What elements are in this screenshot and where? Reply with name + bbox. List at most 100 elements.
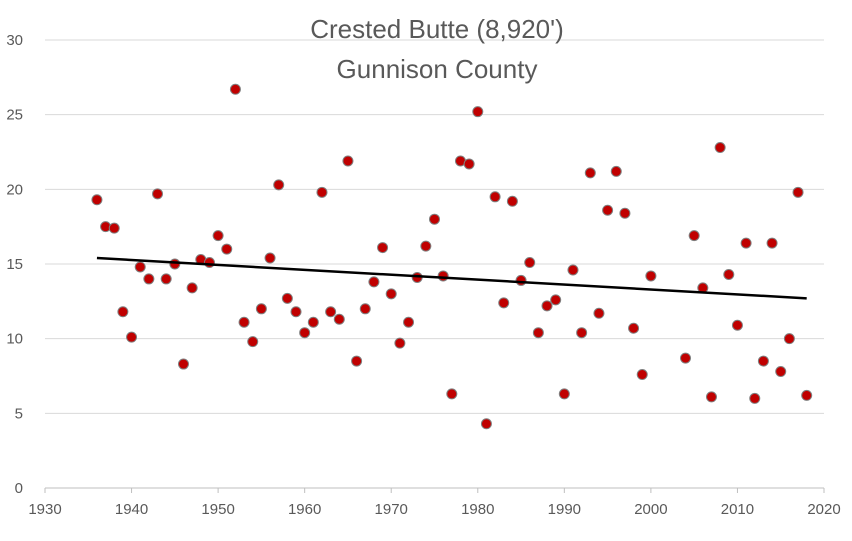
data-point (160, 273, 172, 285)
y-tick-label: 5 (15, 405, 23, 422)
x-tick-label: 1990 (548, 501, 581, 518)
data-point (714, 142, 726, 154)
chart-subtitle: Gunnison County (337, 54, 538, 84)
data-point (705, 391, 717, 403)
data-point (680, 352, 692, 364)
data-point (645, 270, 657, 282)
data-point (532, 327, 544, 339)
data-point (524, 257, 536, 269)
data-point (238, 316, 250, 328)
data-point (333, 313, 345, 325)
data-point (463, 158, 475, 170)
data-point (429, 213, 440, 225)
data-point (229, 83, 241, 95)
data-point (342, 155, 354, 167)
data-point (515, 274, 527, 286)
data-point (351, 355, 363, 367)
data-point (610, 165, 622, 177)
x-tick-label: 1970 (375, 501, 408, 518)
y-axis-ticks: 0 5 10 15 20 25 30 (6, 32, 23, 497)
x-tick-label: 2010 (721, 501, 754, 518)
data-point (359, 303, 371, 315)
data-point (541, 300, 553, 312)
data-point (498, 297, 510, 309)
data-point (377, 242, 389, 254)
data-point (757, 355, 769, 367)
data-point (325, 306, 337, 318)
data-point (446, 388, 458, 400)
x-tick-label: 1930 (28, 501, 61, 518)
data-point (143, 273, 155, 285)
data-point (177, 358, 189, 370)
data-point (169, 258, 181, 270)
y-tick-label: 0 (15, 480, 23, 497)
data-point (264, 252, 276, 264)
data-point (152, 188, 164, 200)
data-point (385, 288, 397, 300)
data-point (186, 282, 198, 294)
y-tick-label: 30 (6, 32, 23, 49)
y-tick-label: 20 (6, 181, 23, 198)
data-point (775, 366, 787, 378)
data-point (108, 222, 120, 234)
data-point (550, 294, 562, 306)
data-point (567, 264, 579, 276)
data-point (558, 388, 570, 400)
data-point (593, 307, 605, 319)
data-point (316, 186, 328, 198)
data-point (281, 292, 293, 304)
x-tick-label: 2000 (634, 501, 667, 518)
data-point (307, 316, 319, 328)
data-point (368, 276, 380, 288)
data-point (203, 257, 215, 269)
data-point (749, 392, 761, 404)
data-point (437, 270, 449, 282)
data-point (126, 331, 138, 343)
data-point (792, 186, 804, 198)
data-point (783, 333, 795, 345)
data-point (273, 179, 285, 191)
data-point (403, 316, 415, 328)
y-tick-label: 10 (6, 331, 23, 348)
data-point (489, 191, 501, 203)
chart-title: Crested Butte (8,920') (310, 14, 564, 44)
trendline (96, 256, 807, 300)
y-tick-label: 15 (6, 256, 23, 273)
data-point (688, 230, 700, 242)
x-tick-label: 2020 (807, 501, 840, 518)
x-tick-label: 1950 (201, 501, 234, 518)
data-point (731, 319, 743, 331)
data-point (740, 237, 752, 249)
x-tick-label: 1980 (461, 501, 494, 518)
data-point (299, 327, 311, 339)
data-point (117, 306, 129, 318)
data-point (91, 194, 103, 206)
x-tick-label: 1960 (288, 501, 321, 518)
data-point (247, 336, 259, 348)
data-point (255, 303, 267, 315)
data-points (91, 83, 813, 430)
data-point (212, 230, 224, 242)
data-point (420, 240, 432, 252)
gridlines (45, 39, 824, 489)
data-point (766, 237, 778, 249)
data-point (628, 322, 640, 334)
data-point (472, 106, 484, 118)
x-tick-label: 1940 (115, 501, 148, 518)
x-axis-ticks: 1930 1940 1950 1960 1970 1980 1990 2000 2010 2020 (28, 488, 841, 518)
data-point (584, 167, 596, 179)
data-point (636, 369, 648, 381)
data-point (506, 195, 518, 207)
data-point (480, 418, 492, 430)
data-point (576, 327, 588, 339)
data-point (801, 389, 813, 401)
data-point (619, 207, 631, 219)
data-point (723, 268, 735, 280)
data-point (134, 261, 146, 273)
y-tick-label: 25 (6, 107, 23, 124)
data-point (290, 306, 302, 318)
data-point (221, 243, 233, 255)
data-point (394, 337, 406, 349)
